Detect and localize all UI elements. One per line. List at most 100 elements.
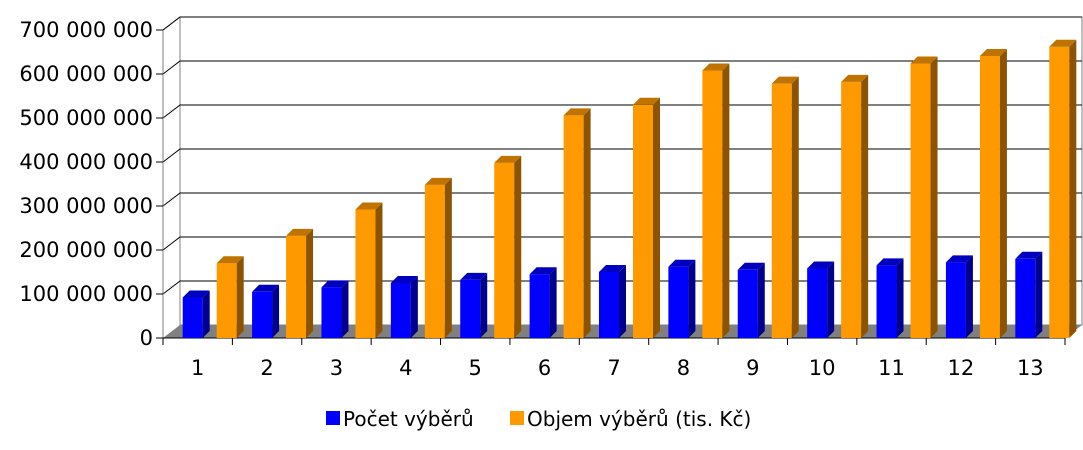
bar (424, 177, 452, 338)
bar (599, 265, 626, 338)
bar-top (841, 74, 869, 82)
bar (633, 97, 660, 338)
bar-top (424, 177, 452, 185)
bar (979, 48, 1007, 339)
bar (1015, 251, 1043, 338)
bar-side (653, 97, 660, 338)
x-tick-label: 12 (948, 356, 975, 380)
x-tick-label: 10 (809, 356, 836, 380)
y-tick-label: 0 (140, 326, 153, 350)
gridline (162, 16, 1082, 31)
bar-side (272, 284, 280, 338)
bar (494, 155, 522, 338)
x-tick-label: 3 (330, 356, 343, 380)
x-tick-label: 7 (607, 356, 620, 380)
bar-side (930, 56, 938, 338)
bar (182, 290, 210, 338)
bar-front (494, 162, 515, 338)
bar-front (979, 55, 1000, 339)
bar-side (827, 261, 835, 338)
bar-side (375, 202, 383, 338)
bar-front (182, 297, 203, 338)
bar-side (306, 228, 314, 338)
y-tick-label: 200 000 000 (19, 238, 153, 262)
bar-side (583, 108, 591, 338)
y-tick-label: 100 000 000 (19, 282, 153, 306)
bar-top (216, 256, 244, 264)
legend-swatch (510, 411, 524, 425)
bar-front (529, 274, 550, 338)
bar-top (390, 276, 418, 283)
bar (460, 272, 488, 338)
bar-side (236, 256, 244, 338)
bar (668, 259, 696, 338)
bar-side (410, 276, 418, 338)
bar-side (965, 255, 973, 338)
x-tick-label: 2 (260, 356, 273, 380)
bar-top (252, 284, 280, 292)
bar (529, 267, 557, 338)
bar-top (182, 290, 210, 298)
bar (355, 202, 383, 338)
bar (771, 76, 799, 339)
x-tick-label: 9 (746, 356, 759, 380)
bar-top (460, 272, 488, 280)
bar-front (737, 269, 758, 338)
bar (945, 255, 973, 338)
bar-top (1049, 39, 1077, 47)
bar (1049, 39, 1077, 338)
bar-top (807, 261, 835, 269)
bar-side (1069, 39, 1077, 338)
legend-label: Objem výběrů (tis. Kč) (527, 407, 751, 431)
bar-front (216, 263, 237, 338)
gridline (162, 104, 1082, 119)
x-tick-label: 13 (1017, 356, 1044, 380)
bar-front (1049, 46, 1070, 338)
bar-front (910, 63, 931, 338)
bar (216, 256, 244, 338)
bar-side (861, 74, 869, 339)
legend-label: Počet výběrů (343, 407, 474, 431)
y-axis-ticks: 0 100 000 000 200 000 000 300 000 000 400 00… (19, 18, 163, 350)
x-tick-label: 4 (399, 356, 412, 380)
bar-top (876, 258, 904, 266)
bar-side (514, 155, 522, 338)
bar-side (688, 259, 696, 338)
bar-top (355, 202, 383, 210)
bar-front (563, 115, 584, 338)
x-tick-label: 6 (538, 356, 551, 380)
bar-top (563, 108, 591, 116)
bar-top (737, 262, 765, 270)
legend: Počet výběrů Objem výběrů (tis. Kč) (326, 407, 751, 431)
bar-side (480, 272, 488, 338)
x-axis-ticks: 1 2 3 4 5 6 7 8 9 10 11 12 13 (162, 338, 1066, 380)
y-tick-label: 600 000 000 (19, 62, 153, 86)
bar-front (460, 279, 481, 338)
bar-side (619, 265, 626, 338)
bar-front (702, 70, 723, 338)
bar-side (444, 177, 452, 338)
gridline (162, 148, 1082, 163)
bar-top (910, 56, 938, 64)
bar-front (807, 268, 828, 338)
bar (321, 280, 349, 338)
bar-top (599, 265, 626, 272)
bar-top (529, 267, 557, 275)
bar-front (599, 272, 619, 338)
bar-top (945, 255, 973, 263)
bar-front (945, 262, 966, 338)
bar (563, 108, 591, 338)
bar-front (321, 287, 342, 338)
bar-side (791, 76, 799, 339)
bar-side (1035, 251, 1043, 338)
bar (252, 284, 280, 338)
bar-front (286, 235, 307, 338)
bar-top (321, 280, 349, 288)
bar-top (286, 228, 314, 236)
bar (910, 56, 938, 338)
bar-front (633, 104, 653, 338)
bar (286, 228, 314, 338)
bar (737, 262, 765, 338)
